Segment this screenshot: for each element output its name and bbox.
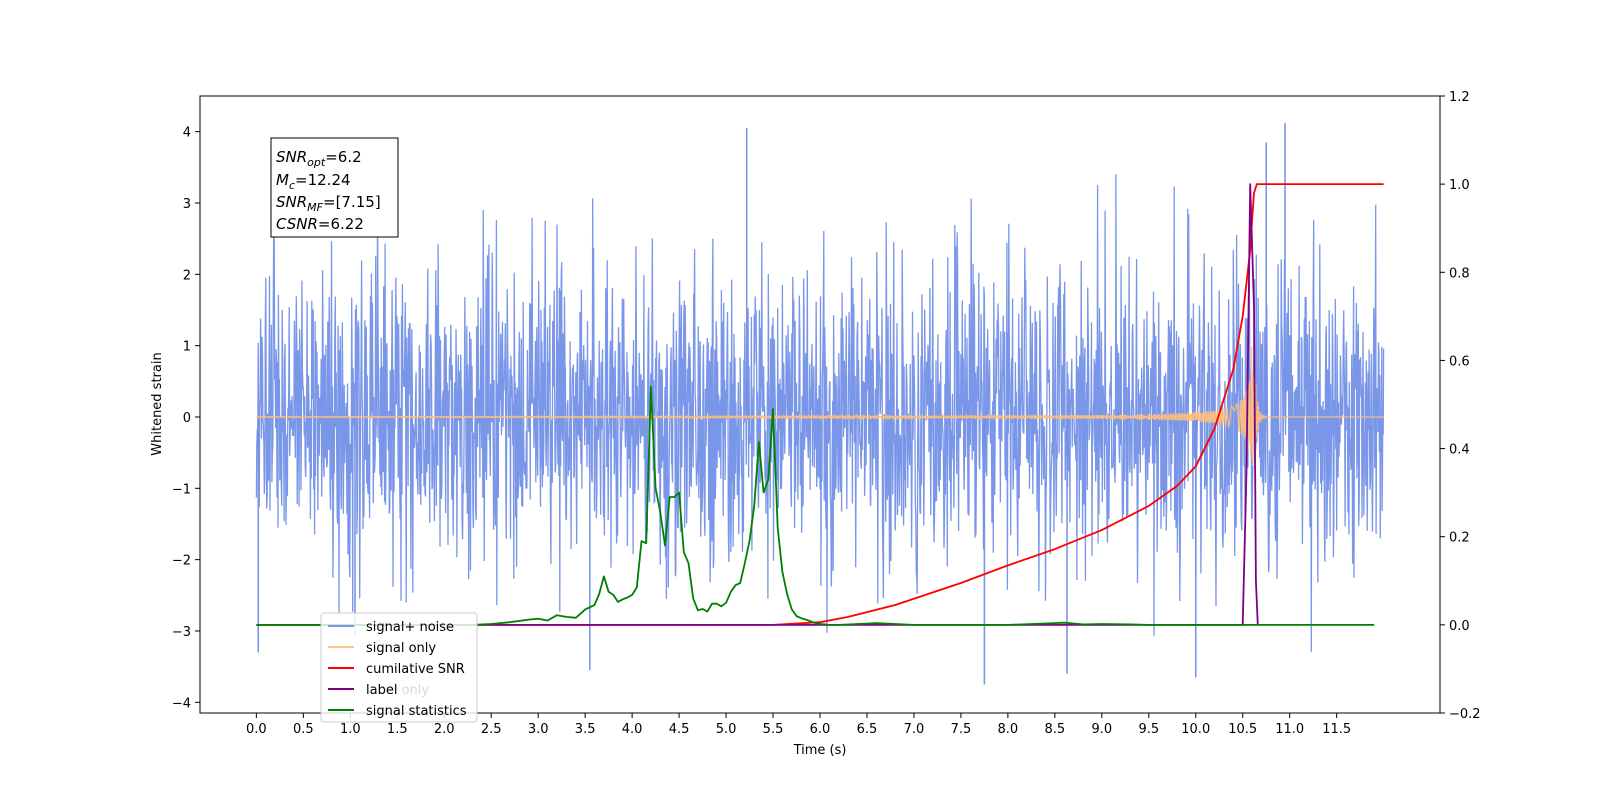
y2-tick-label: 0.6 bbox=[1449, 354, 1470, 369]
x-tick-label: 4.0 bbox=[622, 722, 643, 737]
legend-label: cumilative SNR bbox=[366, 662, 465, 677]
x-tick-label: 6.5 bbox=[857, 722, 878, 737]
plot-area bbox=[255, 123, 1385, 685]
y-tick-label: −2 bbox=[172, 554, 191, 569]
x-tick-label: 0.5 bbox=[293, 722, 314, 737]
y2-tick-label: 0.4 bbox=[1449, 443, 1470, 458]
x-tick-label: 10.0 bbox=[1181, 722, 1210, 737]
y2-tick-label: 0.2 bbox=[1449, 531, 1470, 546]
legend-label: signal only bbox=[366, 641, 436, 656]
x-tick-label: 2.5 bbox=[481, 722, 502, 737]
y-tick-label: −3 bbox=[172, 625, 191, 640]
legend-frame bbox=[320, 612, 478, 723]
y-tick-label: 1 bbox=[183, 340, 191, 355]
x-tick-label: 1.5 bbox=[387, 722, 408, 737]
info-box-frame bbox=[270, 137, 399, 238]
y-tick-label: −4 bbox=[172, 696, 191, 711]
x-tick-label: 5.5 bbox=[763, 722, 784, 737]
x-tick-label: 2.0 bbox=[434, 722, 455, 737]
y-axis-label: Whitened strain bbox=[150, 352, 165, 455]
x-tick-label: 0.0 bbox=[246, 722, 267, 737]
annotation-snr-opt: SNRopt=6.2 bbox=[276, 148, 362, 169]
annotation-chirp-mass: Mc=12.24 bbox=[276, 171, 351, 192]
x-tick-label: 1.0 bbox=[340, 722, 361, 737]
y-tick-label: 3 bbox=[183, 197, 191, 212]
legend-label: signal statistics bbox=[366, 704, 467, 719]
y2-tick-label: −0.2 bbox=[1449, 707, 1481, 722]
series-signal-only bbox=[256, 346, 1384, 466]
x-tick-label: 7.0 bbox=[904, 722, 925, 737]
y2-tick-label: 0.8 bbox=[1449, 266, 1470, 281]
annotation-csnr: CSNR=6.22 bbox=[276, 215, 364, 233]
x-tick-label: 10.5 bbox=[1228, 722, 1257, 737]
x-tick-label: 4.5 bbox=[669, 722, 690, 737]
y-tick-label: −1 bbox=[172, 482, 191, 497]
y2-tick-label: 0.0 bbox=[1449, 619, 1470, 634]
x-tick-label: 8.5 bbox=[1045, 722, 1066, 737]
x-axis: 0.0 0.5 1.0 1.5 2.0 2.5 3.0 3.5 4.0 4.5 5.0 5.5 6.0 6… bbox=[246, 713, 1351, 737]
legend-ghost-text: label only bbox=[366, 683, 429, 698]
y-tick-label: 4 bbox=[183, 126, 191, 141]
x-tick-label: 3.5 bbox=[575, 722, 596, 737]
y2-tick-label: 1.2 bbox=[1449, 90, 1470, 105]
info-box: SNRopt=6.2 Mc=12.24 SNRMF=[7.15] CSNR=6.… bbox=[270, 137, 399, 238]
x-tick-label: 9.0 bbox=[1091, 722, 1112, 737]
x-tick-label: 3.0 bbox=[528, 722, 549, 737]
y-tick-label: 0 bbox=[183, 411, 191, 426]
x-tick-label: 5.0 bbox=[716, 722, 737, 737]
annotation-snr-mf: SNRMF=[7.15] bbox=[276, 193, 381, 214]
y2-tick-label: 1.0 bbox=[1449, 178, 1470, 193]
y-tick-label: 2 bbox=[183, 268, 191, 283]
x-tick-label: 8.0 bbox=[998, 722, 1019, 737]
legend-label: signal+ noise bbox=[366, 620, 454, 635]
x-axis-label: Time (s) bbox=[793, 743, 847, 758]
y-axis-right: −0.2 0.0 0.2 0.4 0.6 0.8 1.0 1.2 bbox=[1440, 90, 1481, 722]
x-tick-label: 11.0 bbox=[1275, 722, 1304, 737]
legend-label: label bbox=[366, 683, 397, 698]
series-signal-statistics bbox=[256, 386, 1375, 626]
x-tick-label: 9.5 bbox=[1138, 722, 1159, 737]
y-axis-left: −4 −3 −2 −1 0 1 2 3 4 bbox=[172, 126, 200, 711]
x-tick-label: 6.0 bbox=[810, 722, 831, 737]
x-tick-label: 11.5 bbox=[1322, 722, 1351, 737]
legend: label only signal+ noise signal only cumil… bbox=[320, 612, 478, 723]
x-tick-label: 7.5 bbox=[951, 722, 972, 737]
